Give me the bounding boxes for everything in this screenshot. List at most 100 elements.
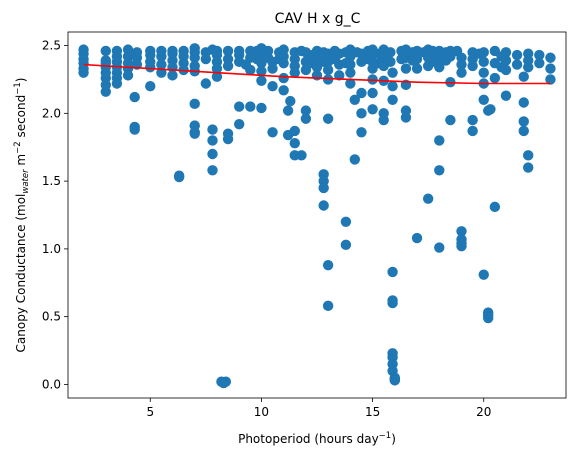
y-axis-title-part3: second xyxy=(14,95,28,142)
data-point xyxy=(482,312,494,324)
data-point xyxy=(518,97,529,108)
data-point xyxy=(478,94,489,105)
data-point xyxy=(411,53,423,65)
data-point xyxy=(173,171,185,183)
data-point xyxy=(478,56,489,68)
data-point xyxy=(267,127,278,138)
data-point xyxy=(367,104,378,115)
data-point xyxy=(385,56,396,68)
data-point xyxy=(349,94,360,105)
data-point xyxy=(322,113,334,124)
data-point xyxy=(434,62,445,73)
data-point xyxy=(523,62,534,73)
data-point xyxy=(300,64,312,76)
data-point xyxy=(500,64,512,76)
data-point xyxy=(485,104,496,115)
data-point xyxy=(207,124,218,135)
data-point xyxy=(189,128,200,139)
data-point xyxy=(222,133,234,145)
data-point xyxy=(267,81,278,92)
scatter-points xyxy=(78,43,556,389)
data-point xyxy=(387,81,398,92)
data-point xyxy=(534,49,545,61)
y-tick-label: 0.5 xyxy=(42,310,61,324)
data-point xyxy=(289,67,300,78)
data-point xyxy=(256,102,267,114)
data-point xyxy=(387,297,398,309)
data-point xyxy=(222,60,234,72)
data-point xyxy=(345,67,356,78)
data-point xyxy=(296,150,307,161)
data-point xyxy=(511,49,523,61)
data-point xyxy=(511,59,523,70)
data-point xyxy=(340,239,352,251)
data-point xyxy=(100,45,111,57)
y-axis-ticks: 0.0 0.5 1.0 1.5 2.0 2.5 xyxy=(42,39,68,391)
data-point xyxy=(445,114,456,126)
data-point xyxy=(411,232,423,244)
data-point xyxy=(400,112,412,123)
trend-line xyxy=(83,63,551,85)
data-point xyxy=(145,62,156,73)
data-point xyxy=(200,78,212,89)
data-point xyxy=(478,269,489,280)
data-point xyxy=(500,90,512,101)
data-point xyxy=(334,70,345,81)
data-point xyxy=(156,59,167,70)
data-point xyxy=(207,135,218,146)
data-point xyxy=(111,78,123,89)
y-tick-label: 1.5 xyxy=(42,174,61,188)
data-point xyxy=(220,376,232,387)
data-point xyxy=(318,182,329,194)
data-point xyxy=(300,105,312,116)
data-point xyxy=(434,242,445,253)
data-point xyxy=(367,87,378,99)
data-point xyxy=(322,74,334,85)
data-point xyxy=(489,72,501,84)
data-point xyxy=(256,66,267,77)
data-point xyxy=(167,70,178,81)
data-point xyxy=(211,63,223,74)
y-tick-label: 2.0 xyxy=(42,106,61,120)
chart-title: CAV H x g_C xyxy=(275,11,361,27)
data-point xyxy=(245,101,256,112)
data-point xyxy=(233,101,245,112)
data-point xyxy=(478,67,489,78)
x-tick-label: 15 xyxy=(365,405,380,419)
data-point xyxy=(145,81,156,92)
y-tick-label: 0.0 xyxy=(42,377,61,391)
data-point xyxy=(545,63,556,74)
y-axis-title: Canopy Conductance (molwater m−2 second−… xyxy=(13,78,31,353)
data-point xyxy=(456,226,467,237)
data-point xyxy=(349,154,360,165)
data-point xyxy=(456,240,467,252)
y-axis-title-sup1: −2 xyxy=(13,141,23,154)
data-point xyxy=(300,113,312,124)
data-point xyxy=(233,118,245,130)
plot-area xyxy=(68,32,566,398)
data-point xyxy=(356,87,367,99)
data-point xyxy=(200,53,212,65)
data-point xyxy=(278,72,289,84)
data-point xyxy=(267,63,278,74)
data-point xyxy=(318,200,329,211)
data-point xyxy=(345,78,356,89)
data-point xyxy=(189,52,200,63)
data-point xyxy=(322,300,334,312)
data-point xyxy=(518,116,529,127)
data-point xyxy=(100,86,111,97)
data-point xyxy=(500,55,512,66)
data-point xyxy=(387,94,398,105)
y-axis-title-part1: Canopy Conductance (mol xyxy=(14,194,28,353)
data-point xyxy=(545,52,556,63)
data-point xyxy=(378,114,389,126)
data-point xyxy=(411,63,423,74)
y-axis-title-part4: ) xyxy=(14,78,28,83)
data-point xyxy=(400,63,412,74)
x-axis-title-tail: ) xyxy=(391,432,396,446)
data-point xyxy=(129,91,140,103)
y-axis-title-sup2: −1 xyxy=(13,82,23,95)
data-point xyxy=(282,105,294,116)
data-point xyxy=(345,59,356,70)
